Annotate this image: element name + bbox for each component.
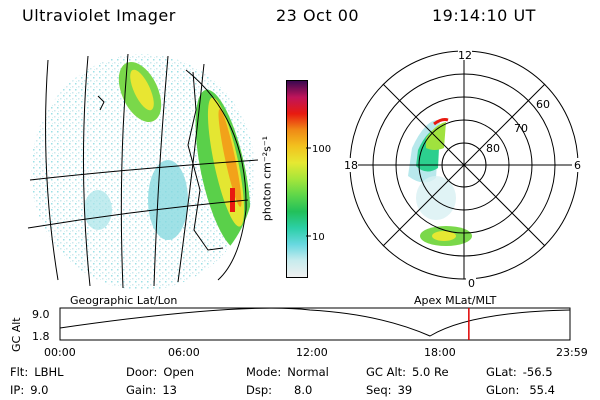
aurora-oval-polar: [408, 118, 472, 246]
orbit-ytick-low: 1.8: [32, 330, 50, 343]
colorbar-label: photon cm⁻²s⁻¹: [260, 135, 274, 222]
lat-label-60: 60: [536, 98, 550, 111]
orbit-altitude-plot: GC Alt 9.0 1.8 00:00 06:00 12:00 18:00 2…: [10, 307, 588, 359]
lat-label-80: 80: [486, 142, 500, 155]
graticule: [27, 53, 259, 289]
orbit-xtick-2359: 23:59: [556, 346, 588, 359]
info-dsp: Dsp: 8.0: [246, 383, 313, 397]
header-date: 23 Oct 00: [276, 6, 360, 25]
info-glon: GLon: 55.4: [486, 383, 555, 397]
mlt-label-12: 12: [458, 49, 472, 62]
info-mode: Mode: Normal: [246, 365, 329, 379]
orbit-ylabel: GC Alt: [10, 317, 23, 352]
orbit-xtick-1200: 12:00: [296, 346, 328, 359]
info-gc-alt: GC Alt: 5.0 Re: [366, 365, 449, 379]
info-filter: Flt: LBHL: [10, 365, 64, 379]
geographic-image: [27, 53, 259, 290]
aurora-patch-geo-lower: [84, 160, 188, 240]
mlt-label-0: 0: [468, 277, 475, 290]
lat-label-70: 70: [514, 122, 528, 135]
colorbar-tick-10: 10: [312, 232, 325, 243]
orbit-xtick-1800: 18:00: [424, 346, 456, 359]
info-ip: IP: 9.0: [10, 383, 49, 397]
orbit-ytick-high: 9.0: [32, 308, 50, 321]
header-title: Ultraviolet Imager: [22, 6, 176, 25]
header-time: 19:14:10 UT: [432, 6, 536, 25]
polar-plot: 12 18 6 0 60 70 80: [342, 48, 584, 290]
orbit-xtick-0000: 00:00: [44, 346, 76, 359]
geo-caption: Geographic Lat/Lon: [70, 294, 178, 307]
info-door: Door: Open: [126, 365, 195, 379]
colorbar: 100 10 photon cm⁻²s⁻¹: [260, 76, 331, 286]
orbit-xtick-0600: 06:00: [168, 346, 200, 359]
orbit-altitude-curve: [59, 307, 571, 337]
info-glat: GLat: -56.5: [486, 365, 553, 379]
info-gain: Gain: 13: [126, 383, 177, 397]
mlt-label-18: 18: [344, 159, 358, 172]
mlt-label-6: 6: [574, 159, 581, 172]
colorbar-tick-100: 100: [312, 144, 331, 155]
polar-grid: [349, 50, 579, 280]
info-seq: Seq: 39: [366, 383, 413, 397]
polar-caption: Apex MLat/MLT: [414, 294, 497, 307]
aurora-blob-geo-1: [118, 62, 162, 122]
coastline: [187, 71, 224, 251]
colorbar-gradient: [286, 80, 308, 278]
